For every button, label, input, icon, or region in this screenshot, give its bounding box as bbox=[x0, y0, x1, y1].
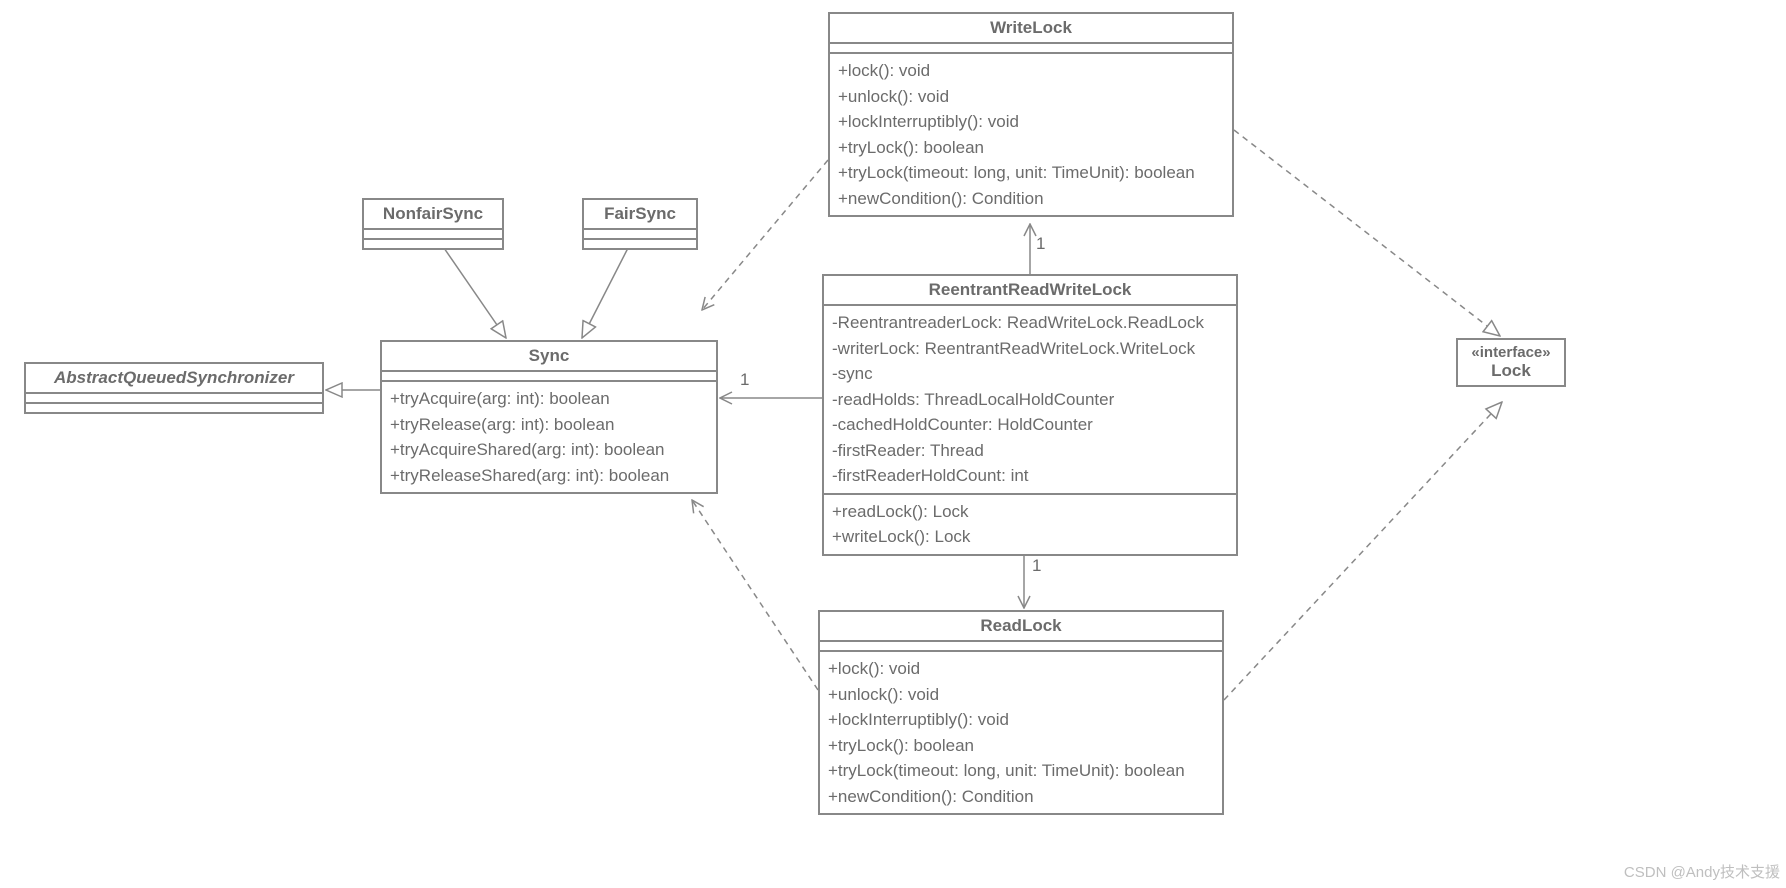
method-line: +tryAcquire(arg: int): boolean bbox=[390, 386, 708, 412]
attr-line: -readHolds: ThreadLocalHoldCounter bbox=[832, 387, 1228, 413]
attr-line: -cachedHoldCounter: HoldCounter bbox=[832, 412, 1228, 438]
class-attr-empty bbox=[26, 394, 322, 404]
class-title: NonfairSync bbox=[364, 200, 502, 230]
class-title: FairSync bbox=[584, 200, 696, 230]
class-attr-empty bbox=[830, 44, 1232, 54]
class-read-lock: ReadLock +lock(): void +unlock(): void +… bbox=[818, 610, 1224, 815]
method-line: +newCondition(): Condition bbox=[838, 186, 1224, 212]
method-line: +tryAcquireShared(arg: int): boolean bbox=[390, 437, 708, 463]
class-attr-empty bbox=[364, 230, 502, 240]
class-methods: +lock(): void +unlock(): void +lockInter… bbox=[830, 54, 1232, 215]
class-method-empty bbox=[364, 240, 502, 248]
interface-lock: «interface» Lock bbox=[1456, 338, 1566, 387]
attr-line: -ReentrantreaderLock: ReadWriteLock.Read… bbox=[832, 310, 1228, 336]
interface-title-block: «interface» Lock bbox=[1458, 340, 1564, 385]
class-sync: Sync +tryAcquire(arg: int): boolean +try… bbox=[380, 340, 718, 494]
edge-readlock-to-sync bbox=[692, 500, 818, 690]
class-title: ReadLock bbox=[820, 612, 1222, 642]
class-methods: +lock(): void +unlock(): void +lockInter… bbox=[820, 652, 1222, 813]
method-line: +lockInterruptibly(): void bbox=[828, 707, 1214, 733]
interface-title: Lock bbox=[1466, 361, 1556, 381]
edge-readlock-to-lock bbox=[1224, 402, 1502, 700]
method-line: +tryReleaseShared(arg: int): boolean bbox=[390, 463, 708, 489]
edge-fairsync-to-sync bbox=[582, 248, 628, 338]
method-line: +tryLock(timeout: long, unit: TimeUnit):… bbox=[828, 758, 1214, 784]
method-line: +lockInterruptibly(): void bbox=[838, 109, 1224, 135]
class-attr-empty bbox=[584, 230, 696, 240]
attr-line: -firstReader: Thread bbox=[832, 438, 1228, 464]
method-line: +lock(): void bbox=[838, 58, 1224, 84]
method-line: +tryRelease(arg: int): boolean bbox=[390, 412, 708, 438]
method-line: +writeLock(): Lock bbox=[832, 524, 1228, 550]
method-line: +readLock(): Lock bbox=[832, 499, 1228, 525]
class-method-empty bbox=[26, 404, 322, 412]
class-nonfair-sync: NonfairSync bbox=[362, 198, 504, 250]
method-line: +tryLock(): boolean bbox=[838, 135, 1224, 161]
class-title: WriteLock bbox=[830, 14, 1232, 44]
edge-writelock-to-lock bbox=[1234, 130, 1500, 336]
attr-line: -writerLock: ReentrantReadWriteLock.Writ… bbox=[832, 336, 1228, 362]
attr-line: -sync bbox=[832, 361, 1228, 387]
class-title: AbstractQueuedSynchronizer bbox=[26, 364, 322, 394]
attr-line: -firstReaderHoldCount: int bbox=[832, 463, 1228, 489]
class-attr-empty bbox=[382, 372, 716, 382]
class-attributes: -ReentrantreaderLock: ReadWriteLock.Read… bbox=[824, 306, 1236, 495]
class-methods: +tryAcquire(arg: int): boolean +tryRelea… bbox=[382, 382, 716, 492]
class-write-lock: WriteLock +lock(): void +unlock(): void … bbox=[828, 12, 1234, 217]
class-methods: +readLock(): Lock +writeLock(): Lock bbox=[824, 495, 1236, 554]
class-title: ReentrantReadWriteLock bbox=[824, 276, 1236, 306]
method-line: +unlock(): void bbox=[828, 682, 1214, 708]
method-line: +tryLock(): boolean bbox=[828, 733, 1214, 759]
class-attr-empty bbox=[820, 642, 1222, 652]
edge-nonfairsync-to-sync bbox=[444, 248, 506, 338]
method-line: +unlock(): void bbox=[838, 84, 1224, 110]
method-line: +newCondition(): Condition bbox=[828, 784, 1214, 810]
method-line: +tryLock(timeout: long, unit: TimeUnit):… bbox=[838, 160, 1224, 186]
multiplicity-label: 1 bbox=[740, 370, 749, 390]
multiplicity-label: 1 bbox=[1032, 556, 1041, 576]
class-fair-sync: FairSync bbox=[582, 198, 698, 250]
class-reentrant-read-write-lock: ReentrantReadWriteLock -ReentrantreaderL… bbox=[822, 274, 1238, 556]
watermark-text: CSDN @Andy技术支援 bbox=[1624, 861, 1780, 882]
class-title: Sync bbox=[382, 342, 716, 372]
edge-writelock-to-sync bbox=[702, 160, 828, 310]
class-method-empty bbox=[584, 240, 696, 248]
multiplicity-label: 1 bbox=[1036, 234, 1045, 254]
class-abstract-queued-synchronizer: AbstractQueuedSynchronizer bbox=[24, 362, 324, 414]
stereotype-label: «interface» bbox=[1466, 344, 1556, 361]
method-line: +lock(): void bbox=[828, 656, 1214, 682]
